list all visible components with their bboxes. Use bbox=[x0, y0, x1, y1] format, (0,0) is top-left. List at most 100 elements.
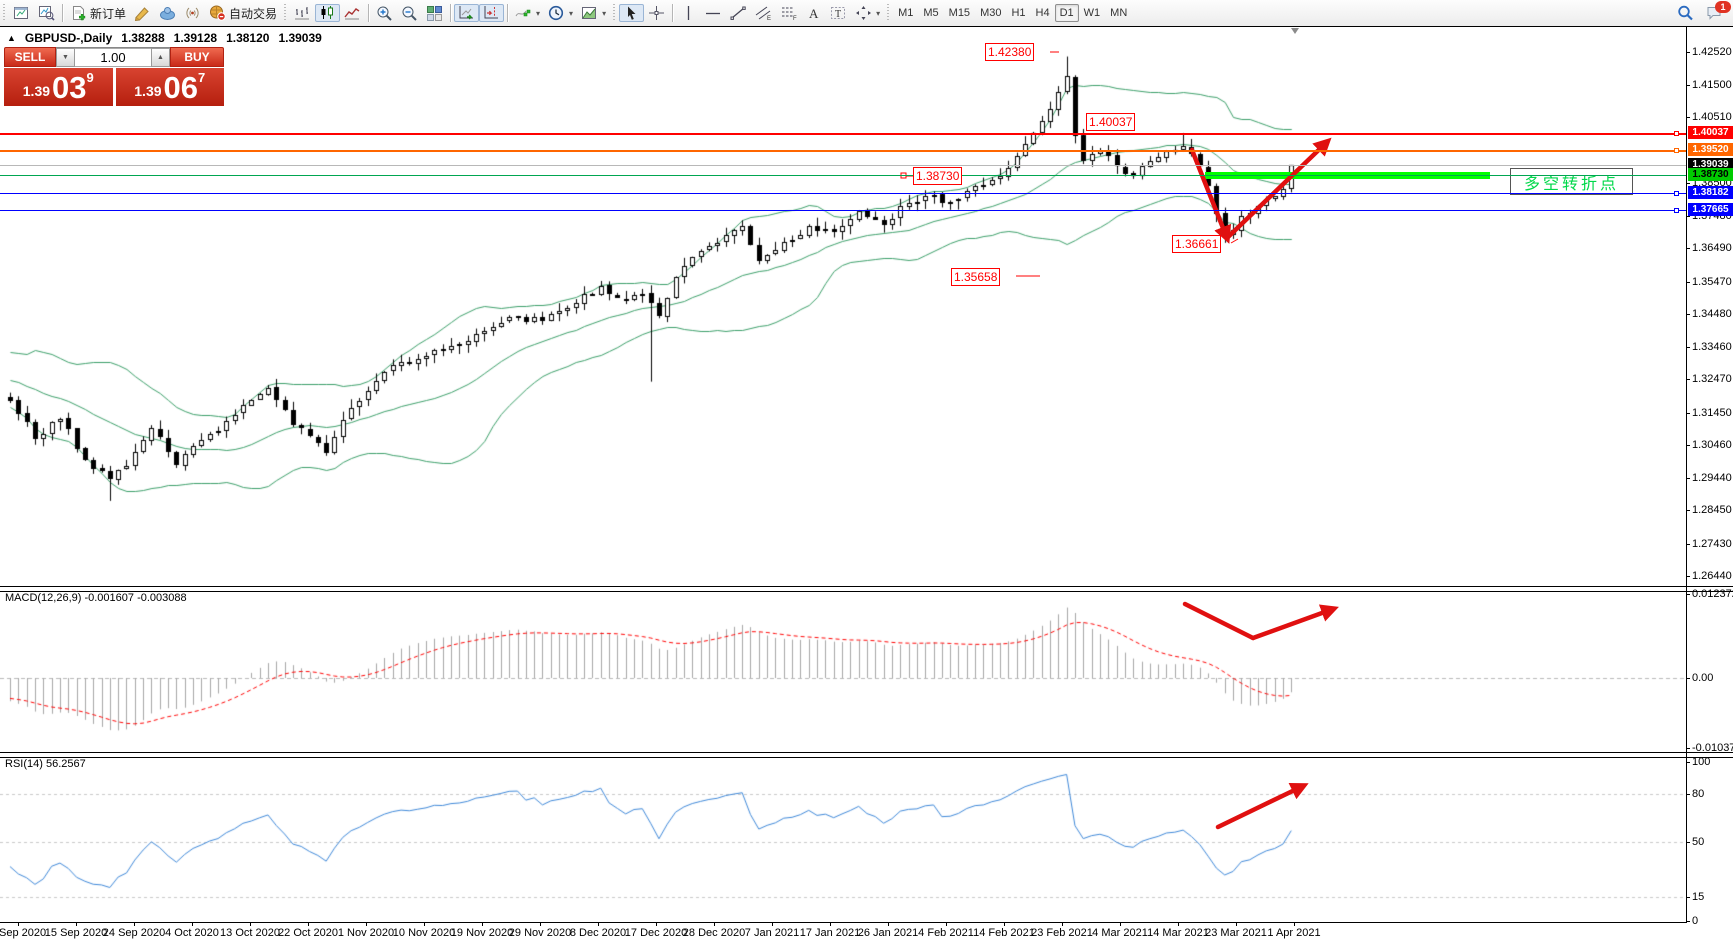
buy-price-display[interactable]: 1.39 06 7 bbox=[115, 68, 224, 106]
signals-icon[interactable] bbox=[180, 4, 205, 22]
macd-chart-canvas[interactable] bbox=[0, 589, 1686, 752]
date-axis-label[interactable]: 4 Mar 2021 bbox=[1092, 927, 1148, 939]
timeframe-button-H1[interactable]: H1 bbox=[1011, 7, 1026, 19]
date-axis-label[interactable]: 1 Apr 2021 bbox=[1267, 927, 1321, 939]
macd-axis-label[interactable]: -0.010374 bbox=[1692, 742, 1733, 755]
timeframe-button-H4[interactable]: H4 bbox=[1035, 7, 1050, 19]
price-axis-tick-label[interactable]: 1.35470 bbox=[1692, 275, 1732, 288]
text-tool-button[interactable]: A bbox=[801, 4, 826, 22]
toolbar-grip[interactable] bbox=[283, 4, 289, 22]
line-selection-handle[interactable] bbox=[1674, 191, 1679, 196]
timeframe-button-D1[interactable]: D1 bbox=[1054, 4, 1079, 22]
buy-button[interactable]: BUY bbox=[170, 47, 224, 67]
sell-button[interactable]: SELL bbox=[4, 47, 56, 67]
shapes-tool-button[interactable]: ▾ bbox=[851, 4, 884, 22]
date-axis-label[interactable]: 17 Jan 2021 bbox=[799, 927, 861, 939]
chart-window-icon[interactable] bbox=[9, 4, 34, 22]
timeframe-button-M1[interactable]: M1 bbox=[898, 7, 914, 19]
bar-chart-mode-button[interactable] bbox=[290, 4, 315, 22]
vertical-line-tool-button[interactable] bbox=[676, 4, 701, 22]
volume-decrease-button[interactable]: ▼ bbox=[56, 48, 75, 67]
timeframe-button-W1[interactable]: W1 bbox=[1083, 7, 1101, 19]
horizontal-level-line[interactable] bbox=[0, 133, 1686, 135]
date-axis-label[interactable]: 28 Dec 2020 bbox=[682, 927, 746, 939]
tile-windows-button[interactable] bbox=[422, 4, 447, 22]
fibonacci-tool-button[interactable]: F bbox=[776, 4, 801, 22]
chart-shift-marker[interactable] bbox=[1291, 28, 1299, 34]
price-axis-tick-label[interactable]: 1.33460 bbox=[1692, 341, 1732, 354]
rsi-axis-label[interactable]: 100 bbox=[1692, 756, 1711, 768]
price-axis-tick-label[interactable]: 1.32470 bbox=[1692, 373, 1732, 386]
price-axis-tick-label[interactable]: 1.42520 bbox=[1692, 46, 1732, 58]
price-axis-tick-label[interactable]: 1.29440 bbox=[1692, 472, 1732, 485]
toolbar-grip[interactable] bbox=[612, 4, 618, 22]
rsi-chart-canvas[interactable] bbox=[0, 755, 1686, 922]
date-axis-label[interactable]: 14 Mar 2021 bbox=[1147, 927, 1209, 939]
auto-scroll-button[interactable] bbox=[454, 4, 480, 22]
text-label-tool-button[interactable]: T bbox=[826, 4, 851, 22]
rsi-axis-label[interactable]: 0 bbox=[1692, 915, 1699, 927]
price-annotation-label[interactable]: 1.42380 bbox=[985, 43, 1035, 61]
pane-divider[interactable] bbox=[0, 586, 1733, 592]
notifications-icon[interactable]: 1 bbox=[1702, 1, 1731, 22]
metaeditor-icon[interactable] bbox=[130, 4, 155, 22]
toolbar-grip[interactable] bbox=[2, 4, 7, 22]
date-axis-label[interactable]: 8 Dec 2020 bbox=[569, 927, 627, 939]
timeframe-button-M5[interactable]: M5 bbox=[923, 7, 939, 19]
date-axis-label[interactable]: 17 Dec 2020 bbox=[624, 927, 688, 939]
horizontal-level-line[interactable] bbox=[0, 210, 1686, 211]
macd-axis-label[interactable]: 0.012372 bbox=[1692, 587, 1733, 600]
date-axis-label[interactable]: 23 Mar 2021 bbox=[1205, 927, 1267, 939]
toolbar-grip[interactable] bbox=[886, 4, 892, 22]
volume-increase-button[interactable]: ▲ bbox=[151, 48, 170, 67]
new-order-button[interactable]: 新订单 bbox=[66, 4, 130, 22]
date-axis-label[interactable]: 26 Jan 2021 bbox=[857, 927, 919, 939]
price-annotation-label[interactable]: 1.35658 bbox=[951, 268, 1001, 286]
line-selection-handle[interactable] bbox=[1674, 148, 1679, 153]
date-axis-label[interactable]: 29 Nov 2020 bbox=[508, 927, 572, 939]
price-axis-tick-label[interactable]: 1.40510 bbox=[1692, 111, 1732, 124]
date-axis-label[interactable]: 14 Feb 2021 bbox=[973, 927, 1035, 939]
date-axis-label[interactable]: 1 Nov 2020 bbox=[337, 927, 395, 939]
zoom-in-button[interactable] bbox=[372, 4, 397, 22]
horizontal-level-line[interactable] bbox=[0, 165, 1686, 166]
date-axis-label[interactable]: 10 Nov 2020 bbox=[392, 927, 456, 939]
date-axis-label[interactable]: 13 Oct 2020 bbox=[220, 927, 280, 939]
indicators-button[interactable]: ▾ bbox=[511, 4, 544, 22]
search-icon[interactable] bbox=[1673, 4, 1698, 22]
trendline-tool-button[interactable] bbox=[726, 4, 751, 22]
date-axis-label[interactable]: 22 Oct 2020 bbox=[278, 927, 338, 939]
autotrading-button[interactable]: 自动交易 bbox=[205, 4, 281, 22]
period-clock-button[interactable]: ▾ bbox=[544, 4, 577, 22]
macd-axis-label[interactable]: 0.00 bbox=[1692, 672, 1714, 684]
date-axis-label[interactable]: 19 Nov 2020 bbox=[450, 927, 514, 939]
chart-shift-button[interactable] bbox=[479, 4, 505, 22]
rsi-axis-label[interactable]: 15 bbox=[1692, 891, 1705, 904]
rsi-axis-label[interactable]: 80 bbox=[1692, 787, 1705, 800]
candlestick-mode-button[interactable] bbox=[315, 4, 341, 22]
price-annotation-label[interactable]: 1.40037 bbox=[1086, 113, 1136, 131]
annotation-textbox[interactable]: 多空转折点 bbox=[1510, 168, 1633, 195]
date-axis-label[interactable]: 4 Oct 2020 bbox=[165, 927, 219, 939]
rsi-axis-label[interactable]: 50 bbox=[1692, 835, 1705, 848]
price-axis-tick-label[interactable]: 1.28450 bbox=[1692, 504, 1732, 517]
horizontal-level-line[interactable] bbox=[0, 193, 1686, 194]
date-axis-label[interactable]: 24 Sep 2020 bbox=[102, 927, 166, 939]
price-axis-tick-label[interactable]: 1.36490 bbox=[1692, 242, 1732, 255]
price-axis-tick-label[interactable]: 1.30460 bbox=[1692, 438, 1732, 451]
cursor-tool-button[interactable] bbox=[619, 4, 645, 22]
collapse-panel-icon[interactable]: ▲ bbox=[7, 33, 16, 43]
timeframe-button-M15[interactable]: M15 bbox=[948, 7, 971, 19]
sell-price-display[interactable]: 1.39 03 9 bbox=[4, 68, 113, 106]
price-axis-tick-label[interactable]: 1.27430 bbox=[1692, 537, 1732, 550]
line-selection-handle[interactable] bbox=[1674, 131, 1679, 136]
templates-button[interactable]: ▾ bbox=[577, 4, 610, 22]
price-axis-tick-label[interactable]: 1.41500 bbox=[1692, 79, 1732, 92]
date-axis-label[interactable]: 4 Feb 2021 bbox=[918, 927, 974, 939]
volume-input[interactable]: 1.00 bbox=[75, 48, 151, 67]
date-axis-label[interactable]: 7 Jan 2021 bbox=[744, 927, 800, 939]
date-axis-label[interactable]: 6 Sep 2020 bbox=[0, 927, 47, 939]
line-chart-mode-button[interactable] bbox=[340, 4, 365, 22]
horizontal-line-tool-button[interactable] bbox=[701, 4, 726, 22]
line-selection-handle[interactable] bbox=[1674, 208, 1679, 213]
